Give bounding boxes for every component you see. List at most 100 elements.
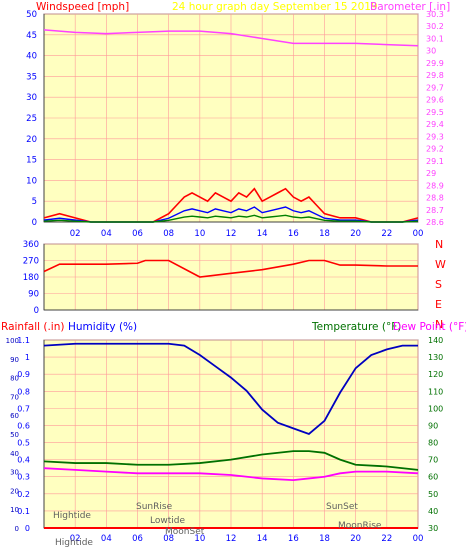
x-tick-label: 02: [70, 229, 81, 239]
rain-y-tick: 0.6: [17, 421, 30, 430]
x-tick-label: 02: [70, 534, 81, 544]
baro-y-tick: 30.1: [426, 34, 444, 43]
sunset-label: SunSet: [326, 502, 358, 512]
rain-y-tick: 0.5: [17, 439, 30, 448]
rain-y-tick: 1: [25, 353, 30, 362]
baro-y-tick: 29: [426, 169, 436, 178]
humidity-y-tick: 20: [10, 487, 19, 495]
humidity-y-tick: 30: [10, 469, 19, 477]
rain-y-tick: 0.9: [17, 370, 30, 379]
wind-low-line: [43, 214, 419, 223]
moonset-label: MoonSet: [165, 527, 205, 537]
rain-y-tick: 0.4: [17, 456, 30, 465]
temperature-y-tick: 140: [428, 336, 443, 345]
baro-y-tick: 30.3: [426, 10, 444, 19]
compass-label: W: [435, 258, 446, 271]
x-tick-label: 18: [319, 229, 330, 239]
humidity-axis-title: Humidity (%): [68, 321, 137, 333]
dewpoint-axis-title: Dew Point (°F): [393, 321, 466, 333]
compass-label: S: [435, 278, 442, 291]
x-tick-label: 10: [194, 534, 205, 544]
wind-y-tick: 25: [26, 114, 37, 124]
temperature-line: [43, 450, 419, 471]
rain-y-tick: 0.1: [17, 507, 30, 516]
humidity-y-tick: 10: [10, 506, 19, 514]
x-tick-label: 22: [381, 229, 392, 239]
humidity-y-tick: 0: [15, 525, 19, 533]
humidity-line: [43, 342, 418, 436]
temperature-y-tick: 60: [428, 473, 438, 482]
baro-y-tick: 29.1: [426, 157, 444, 166]
wind-y-tick: 5: [32, 197, 37, 207]
hightide-label-2: Hightide: [55, 538, 93, 548]
temperature-y-tick: 100: [428, 404, 443, 413]
direction-y-tick: 360: [23, 240, 39, 250]
wind-y-tick: 45: [26, 31, 37, 41]
x-tick-label: 20: [350, 229, 361, 239]
baro-y-tick: 28.6: [426, 218, 444, 227]
baro-y-tick: 29.3: [426, 132, 444, 141]
baro-y-tick: 30.2: [426, 22, 444, 31]
wind-y-tick: 15: [26, 156, 37, 166]
direction-y-tick: 270: [23, 257, 39, 267]
humidity-y-tick: 40: [10, 450, 19, 458]
barometer-axis-title: Barometer [.in]: [370, 1, 450, 13]
baro-y-tick: 30: [426, 47, 436, 56]
x-tick-label: 14: [257, 229, 268, 239]
temperature-y-tick: 120: [428, 370, 443, 379]
direction-y-tick: 180: [23, 273, 39, 283]
x-tick-label: 16: [288, 229, 299, 239]
x-tick-label: 08: [163, 229, 174, 239]
rain-y-tick: 0.7: [17, 404, 30, 413]
rainfall-axis-title: Rainfall (.in): [1, 321, 64, 333]
baro-y-tick: 28.8: [426, 194, 444, 203]
wind-y-tick: 20: [26, 135, 37, 145]
tick-labels: 0202040406060808101012121414161618182020…: [6, 10, 446, 544]
compass-label: E: [435, 298, 442, 311]
sunrise-label: SunRise: [136, 502, 173, 512]
temperature-y-tick: 30: [428, 524, 438, 533]
humidity-y-tick: 50: [10, 431, 19, 439]
x-tick-label: 16: [288, 534, 299, 544]
x-tick-label: 06: [132, 534, 143, 544]
barometer-line: [43, 29, 419, 47]
direction-line: [43, 259, 418, 278]
humidity-y-tick: 100: [6, 337, 19, 345]
x-tick-label: 04: [101, 229, 112, 239]
moonrise-label: MoonRise: [338, 521, 382, 531]
chart-marks: [43, 29, 419, 529]
x-tick-label: 22: [381, 534, 392, 544]
baro-y-tick: 28.7: [426, 206, 444, 215]
x-tick-label: 12: [226, 534, 237, 544]
x-tick-label: 18: [319, 534, 330, 544]
windspeed-axis-title: Windspeed [mph]: [36, 1, 129, 13]
compass-label: N: [435, 238, 443, 251]
lowtide-label: Lowtide: [150, 516, 185, 526]
rain-y-tick: 0: [25, 524, 30, 533]
direction-y-tick: 90: [28, 290, 39, 300]
temperature-y-tick: 80: [428, 439, 438, 448]
x-tick-label: 10: [194, 229, 205, 239]
x-tick-label: 06: [132, 229, 143, 239]
x-tick-label: 00: [413, 229, 424, 239]
compass-label: N: [435, 318, 443, 331]
rain-y-tick: 1.1: [17, 336, 30, 345]
humidity-y-tick: 80: [10, 375, 19, 383]
baro-y-tick: 29.5: [426, 108, 444, 117]
wind-y-tick: 50: [26, 10, 37, 20]
wind-y-tick: 0: [32, 218, 37, 228]
temperature-axis-title: Temperature (°F): [311, 321, 401, 333]
baro-y-tick: 29.4: [426, 120, 444, 129]
temperature-y-tick: 110: [428, 387, 443, 396]
direction-y-tick: 0: [34, 306, 39, 316]
wind-y-tick: 10: [26, 176, 37, 186]
wind-y-tick: 40: [26, 52, 37, 62]
hightide-label: Hightide: [53, 511, 91, 521]
wind-y-tick: 35: [26, 72, 37, 82]
baro-y-tick: 29.6: [426, 96, 444, 105]
humidity-y-tick: 70: [10, 393, 19, 401]
baro-y-tick: 29.7: [426, 83, 444, 92]
x-tick-label: 00: [413, 534, 424, 544]
